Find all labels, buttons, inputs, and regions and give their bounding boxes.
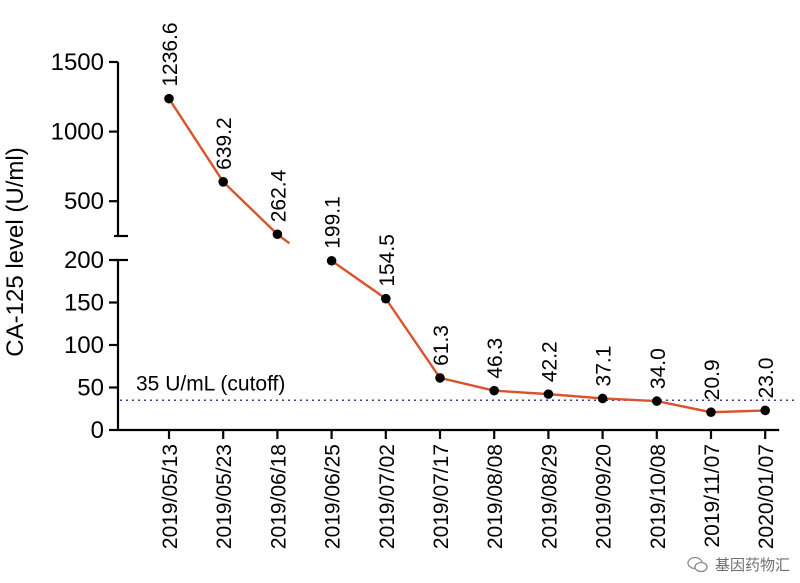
series-ca125	[164, 93, 770, 418]
data-point	[326, 255, 337, 266]
data-point	[218, 177, 228, 187]
data-label: 42.2	[538, 341, 561, 382]
x-tick-label: 2019/07/17	[430, 444, 453, 549]
data-labels: 1236.6 639.2 262.4 199.1 154.5 61.3 46.3 42.2 37…	[159, 22, 778, 400]
y-tick-label: 500	[64, 188, 104, 215]
series-line-upper	[167, 98, 291, 245]
data-label: 37.1	[593, 346, 616, 387]
y-tick-label: 1500	[51, 49, 104, 76]
x-tick-label: 2019/08/08	[484, 444, 507, 549]
x-tick-label: 2019/08/29	[538, 444, 561, 549]
x-tick-label: 2019/10/08	[647, 444, 670, 549]
x-tick-label: 2019/11/07	[701, 444, 724, 548]
data-point	[489, 385, 500, 396]
data-point	[435, 373, 445, 383]
data-point	[652, 396, 662, 406]
y-axis-label: CA-125 level (U/ml)	[2, 147, 29, 356]
data-point	[706, 407, 716, 418]
data-label: 61.3	[430, 325, 453, 366]
data-point	[597, 393, 608, 404]
y-tick-label: 150	[64, 290, 104, 317]
data-label: 1236.6	[159, 22, 182, 86]
wechat-icon	[687, 556, 708, 572]
cutoff-reference: 35 U/mL (cutoff)	[120, 372, 796, 402]
data-point	[272, 229, 283, 240]
data-label: 154.5	[376, 234, 399, 287]
x-tick-label: 2019/06/25	[322, 444, 345, 549]
watermark: 基因药物汇	[687, 554, 790, 575]
data-label: 23.0	[755, 358, 778, 399]
x-axis-ticks: 2019/05/13 2019/05/23 2019/06/18 2019/06/25…	[159, 430, 778, 549]
x-tick-label: 2019/06/18	[267, 444, 290, 549]
x-tick-label: 2019/09/20	[593, 444, 616, 549]
y-tick-label: 1000	[51, 119, 104, 146]
data-label: 639.2	[213, 117, 236, 170]
data-label: 262.4	[267, 169, 290, 222]
y-tick-label: 50	[77, 375, 104, 402]
x-tick-label: 2020/01/07	[755, 444, 778, 549]
watermark-text: 基因药物汇	[714, 556, 790, 574]
data-label: 34.0	[647, 348, 670, 389]
data-label: 20.9	[701, 359, 724, 400]
data-point	[381, 293, 391, 304]
data-label: 46.3	[484, 338, 507, 379]
data-point	[164, 93, 174, 104]
data-label: 199.1	[322, 196, 345, 249]
y-tick-label: 100	[64, 332, 104, 359]
x-tick-label: 2019/05/13	[159, 444, 182, 549]
y-tick-label: 0	[91, 417, 104, 444]
x-tick-label: 2019/07/02	[376, 444, 399, 549]
data-point	[760, 405, 770, 416]
data-point	[543, 389, 554, 399]
axes: 0 50 100 150 200 500 1000 1500	[51, 49, 780, 444]
x-tick-label: 2019/05/23	[213, 444, 236, 549]
y-tick-label: 200	[64, 247, 104, 274]
cutoff-label: 35 U/mL (cutoff)	[136, 372, 285, 395]
